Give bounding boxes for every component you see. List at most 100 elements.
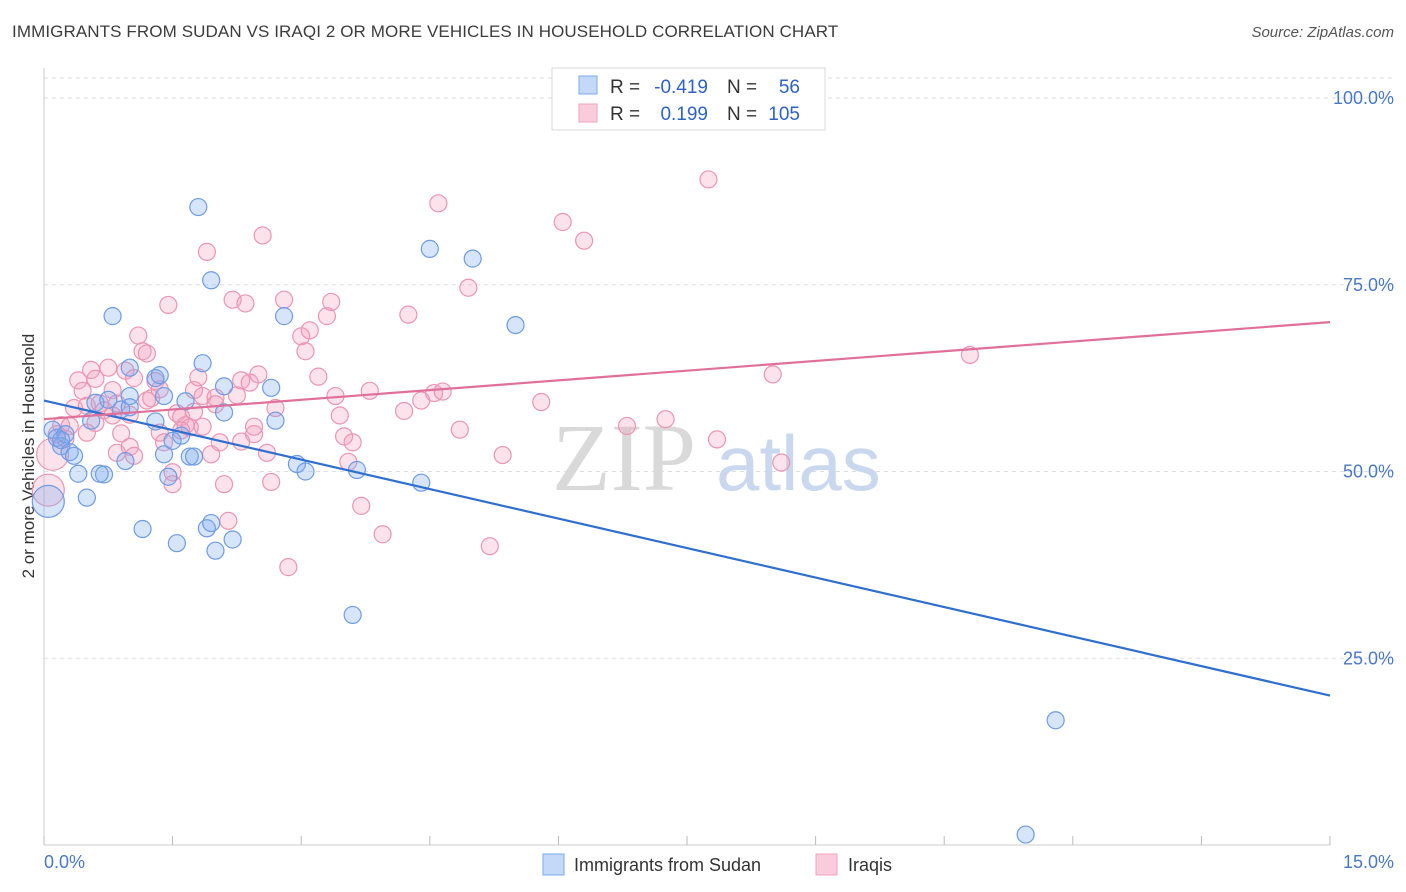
legend-swatch-sudan: [578, 75, 598, 95]
trend-line-sudan: [43, 399, 1331, 697]
point-iraqis-59: [274, 290, 294, 309]
legend-r-value-sudan: -0.419: [654, 77, 708, 98]
point-iraqis-80: [450, 420, 469, 439]
point-sudan-55: [184, 447, 204, 466]
point-iraqis-65: [317, 307, 337, 326]
point-iraqis-23: [129, 326, 148, 345]
bottom-legend-label-iraqis: Iraqis: [848, 855, 892, 875]
point-iraqis-81: [459, 278, 478, 297]
point-iraqis-60: [279, 558, 298, 577]
watermark: ZIP atlas: [552, 404, 881, 511]
point-sudan-36: [214, 403, 234, 422]
point-sudan-51: [1016, 825, 1035, 844]
x-ticks: [43, 836, 1331, 845]
point-iraqis-78: [429, 194, 448, 213]
point-sudan-38: [223, 530, 242, 549]
point-sudan-5: [64, 446, 84, 465]
point-iraqis-72: [352, 496, 371, 515]
legend-n-value-iraqis: 105: [768, 104, 800, 125]
point-iraqis-11: [86, 369, 105, 388]
point-sudan-29: [180, 447, 199, 466]
point-sudan-6: [69, 464, 88, 483]
point-iraqis-57: [262, 472, 281, 492]
point-iraqis-96: [124, 369, 144, 388]
bottom-legend-label-sudan: Immigrants from Sudan: [574, 855, 761, 875]
point-iraqis-74: [394, 401, 414, 421]
point-sudan-50: [1046, 711, 1065, 730]
point-iraqis-84: [532, 392, 551, 412]
point-iraqis-68: [330, 406, 349, 425]
point-iraqis-101: [360, 381, 379, 400]
point-iraqis-103: [137, 344, 156, 363]
point-iraqis-90: [707, 430, 727, 449]
point-sudan-7: [77, 488, 96, 507]
point-sudan-21: [150, 366, 169, 385]
point-iraqis-94: [31, 473, 65, 507]
y-tick-label-50: 50.0%: [1343, 462, 1394, 482]
point-iraqis-75: [399, 305, 418, 324]
point-iraqis-86: [575, 231, 594, 250]
point-sudan-24: [159, 467, 178, 486]
legend-n-label-iraqis: N =: [727, 104, 757, 125]
point-iraqis-82: [480, 537, 499, 556]
trend-line-iraqis: [43, 321, 1331, 421]
point-iraqis-54: [249, 365, 268, 384]
point-sudan-28: [176, 392, 195, 411]
point-sudan-18: [133, 519, 152, 539]
point-sudan-23: [154, 445, 174, 464]
legend: R = -0.419 N = 56 R = 0.199 N = 105: [551, 67, 826, 131]
point-sudan-48: [463, 249, 482, 268]
point-iraqis-87: [617, 416, 637, 436]
point-iraqis-83: [493, 445, 512, 465]
y-axis-label: 2 or more Vehicles in Household: [19, 334, 38, 579]
point-sudan-41: [274, 307, 294, 326]
point-iraqis-39: [189, 368, 208, 387]
legend-n-label-sudan: N =: [727, 77, 757, 98]
point-sudan-25: [163, 431, 182, 450]
point-sudan-37: [214, 377, 234, 396]
point-iraqis-47: [219, 511, 238, 530]
point-iraqis-46: [214, 475, 234, 494]
trend-lines: [43, 321, 1331, 697]
point-iraqis-51: [236, 294, 255, 313]
point-iraqis-14: [99, 358, 118, 377]
point-sudan-47: [420, 239, 439, 258]
point-sudan-52: [31, 484, 65, 518]
point-iraqis-42: [197, 242, 216, 261]
y-tick-label-75: 75.0%: [1343, 275, 1394, 295]
point-sudan-12: [103, 307, 122, 326]
point-iraqis-91: [763, 365, 782, 384]
point-sudan-31: [193, 354, 212, 373]
point-sudan-22: [154, 386, 174, 406]
point-sudan-35: [206, 541, 225, 560]
point-iraqis-93: [960, 345, 980, 365]
legend-r-label-iraqis: R =: [610, 104, 640, 125]
legend-n-value-sudan: 56: [779, 77, 800, 98]
point-iraqis-66: [322, 292, 341, 312]
point-iraqis-15: [103, 380, 122, 400]
point-sudan-54: [90, 464, 109, 483]
point-iraqis-92: [772, 453, 791, 472]
point-sudan-17: [120, 358, 139, 377]
series-iraqis-points: [31, 170, 980, 577]
point-iraqis-88: [656, 410, 675, 429]
y-tick-labels: 25.0% 50.0% 75.0% 100.0%: [1333, 88, 1394, 668]
point-sudan-43: [296, 462, 315, 481]
point-sudan-40: [266, 411, 285, 430]
chart-title: IMMIGRANTS FROM SUDAN VS IRAQI 2 OR MORE…: [12, 22, 839, 41]
point-sudan-39: [262, 378, 281, 397]
watermark-zip: ZIP: [552, 404, 696, 511]
point-iraqis-89: [699, 170, 718, 189]
point-sudan-33: [202, 513, 221, 533]
point-iraqis-21: [120, 437, 139, 456]
point-sudan-14: [116, 451, 135, 471]
bottom-legend-swatch-iraqis: [815, 853, 838, 876]
point-iraqis-41: [193, 417, 212, 436]
y-tick-label-100: 100.0%: [1333, 88, 1394, 108]
point-iraqis-73: [373, 525, 392, 544]
y-tick-label-25: 25.0%: [1343, 648, 1394, 668]
point-iraqis-64: [309, 367, 328, 386]
point-iraqis-31: [159, 295, 178, 315]
point-iraqis-18: [112, 424, 131, 443]
